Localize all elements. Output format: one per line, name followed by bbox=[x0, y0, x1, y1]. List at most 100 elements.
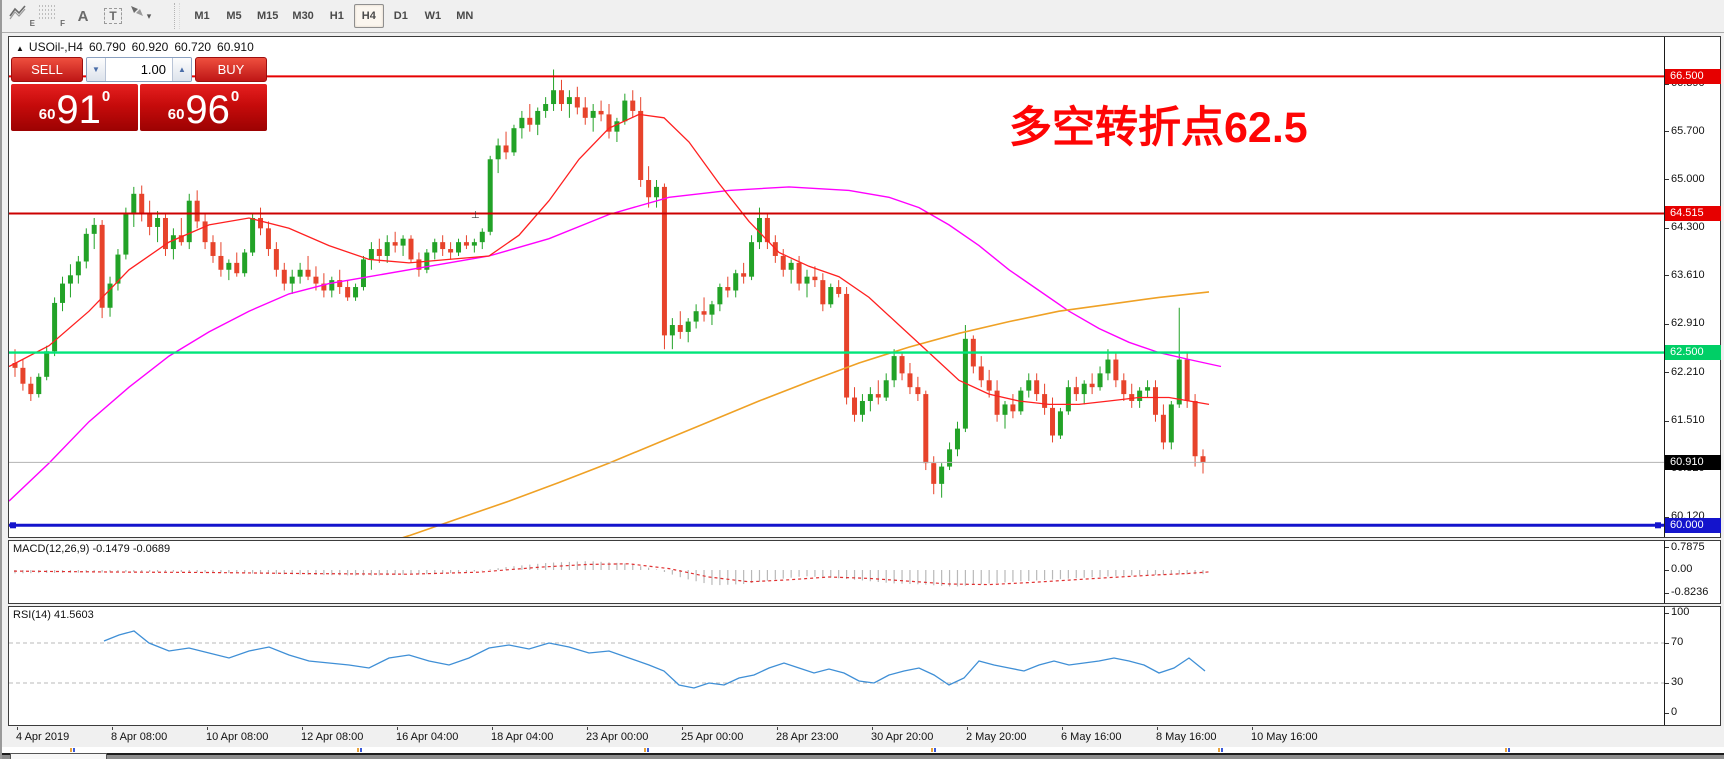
price-badge-60.910: 60.910 bbox=[1665, 454, 1721, 470]
price-axis-label: 62.910 bbox=[1671, 317, 1705, 330]
price-axis-label: 65.700 bbox=[1671, 124, 1705, 137]
timeframe-button-m5[interactable]: M5 bbox=[226, 10, 242, 22]
tab-strip-line bbox=[2, 753, 1724, 755]
rsi-indicator-panel: RSI(14) 41.5603 100 70 30 0 bbox=[8, 606, 1721, 726]
sell-price-major: 60 bbox=[38, 106, 56, 123]
buy-price-big-digits: 96 bbox=[185, 88, 230, 133]
volume-spinner: ▼ 1.00 ▲ bbox=[86, 57, 192, 82]
time-axis-tick bbox=[587, 727, 588, 730]
timeframe-button-m1[interactable]: M1 bbox=[194, 10, 210, 22]
sell-price-big-digits: 91 bbox=[56, 88, 101, 133]
session-mark bbox=[1505, 748, 1510, 752]
volume-input[interactable]: 1.00 bbox=[140, 62, 166, 77]
cursor-mode-icon[interactable]: ▾ bbox=[128, 3, 168, 29]
grid-icon[interactable]: F bbox=[38, 3, 68, 29]
collapse-panel-icon[interactable]: ▲ bbox=[16, 44, 24, 53]
macd-label: MACD(12,26,9) -0.1479 -0.0689 bbox=[13, 543, 171, 555]
macd-plot[interactable]: MACD(12,26,9) -0.1479 -0.0689 bbox=[9, 541, 1664, 603]
time-axis-tick bbox=[207, 727, 208, 730]
sell-price-tile[interactable]: 60 91 0 bbox=[11, 84, 138, 131]
time-axis-tick bbox=[492, 727, 493, 730]
session-mark bbox=[357, 748, 362, 752]
timeframe-button-d1[interactable]: D1 bbox=[393, 10, 408, 22]
rsi-label: RSI(14) 41.5603 bbox=[13, 609, 94, 621]
price-axis-tick bbox=[1665, 323, 1669, 325]
symbol-name: USOil-,H4 bbox=[28, 40, 83, 54]
rsi-axis-label: 30 bbox=[1671, 676, 1684, 688]
macd-axis-tick bbox=[1665, 592, 1669, 594]
ma-orange bbox=[402, 291, 1210, 537]
macd-chart bbox=[13, 561, 1210, 587]
ma-red bbox=[9, 113, 1210, 406]
rsi-axis-label: 70 bbox=[1671, 636, 1684, 648]
active-chart-tab[interactable] bbox=[10, 753, 107, 759]
volume-decrease-button[interactable]: ▼ bbox=[87, 58, 106, 81]
volume-increase-button[interactable]: ▲ bbox=[172, 58, 191, 81]
time-axis-label: 8 Apr 08:00 bbox=[111, 731, 168, 743]
timeframe-button-h4[interactable]: H4 bbox=[353, 4, 384, 28]
macd-axis-label: 0.7875 bbox=[1671, 540, 1705, 553]
one-click-trading-panel: SELL ▼ 1.00 ▲ BUY 60 91 0 60 bbox=[11, 57, 267, 131]
time-axis[interactable]: 4 Apr 2019 8 Apr 08:00 10 Apr 08:00 12 Apr … bbox=[8, 727, 1721, 746]
price-axis-tick bbox=[1665, 227, 1669, 229]
price-axis-tick bbox=[1665, 372, 1669, 374]
time-axis-tick bbox=[17, 727, 18, 730]
symbol-bar: ▲ USOil-,H4 60.790 60.920 60.720 60.910 bbox=[16, 40, 260, 54]
rsi-plot[interactable]: RSI(14) 41.5603 bbox=[9, 607, 1664, 725]
label-a-icon[interactable]: A bbox=[77, 7, 89, 25]
price-chart-plot[interactable]: ⊥ ▲ USOil-,H4 60.790 60.920 60.720 60.910 SEL… bbox=[9, 37, 1664, 537]
rsi-axis-tick bbox=[1665, 642, 1669, 644]
time-axis-label: 16 Apr 04:00 bbox=[396, 731, 459, 743]
timeframe-button-m15[interactable]: M15 bbox=[257, 10, 279, 22]
time-axis-label: 18 Apr 04:00 bbox=[491, 731, 554, 743]
ohlc-high: 60.920 bbox=[131, 40, 169, 54]
price-axis-label: 64.300 bbox=[1671, 221, 1705, 234]
candlestick-chart: ⊥ bbox=[9, 69, 1664, 537]
macd-axis-tick bbox=[1665, 569, 1669, 571]
time-axis-tick bbox=[302, 727, 303, 730]
time-axis-tick bbox=[397, 727, 398, 730]
session-mark bbox=[1218, 748, 1223, 752]
timeframe-button-w1[interactable]: W1 bbox=[424, 10, 442, 22]
time-axis-tick bbox=[1062, 727, 1063, 730]
rsi-axis[interactable]: 100 70 30 0 bbox=[1664, 606, 1720, 725]
macd-indicator-panel: MACD(12,26,9) -0.1479 -0.0689 0.7875 0.00… bbox=[8, 540, 1721, 604]
price-axis-tick bbox=[1665, 420, 1669, 422]
candlestick-series bbox=[12, 69, 1206, 498]
ohlc-open: 60.790 bbox=[88, 40, 126, 54]
macd-axis[interactable]: 0.7875 0.00 -0.8236 bbox=[1664, 541, 1720, 603]
sell-button[interactable]: SELL bbox=[11, 57, 83, 82]
time-axis-label: 12 Apr 08:00 bbox=[301, 731, 364, 743]
timeframe-button-h1[interactable]: H1 bbox=[329, 10, 344, 22]
buy-price-major: 60 bbox=[167, 106, 185, 123]
cursor-arrows-glyph bbox=[131, 6, 143, 16]
time-axis-label: 6 May 16:00 bbox=[1061, 731, 1122, 743]
rsi-chart bbox=[9, 630, 1664, 689]
price-axis-label: 62.210 bbox=[1671, 365, 1705, 378]
buy-price-tile[interactable]: 60 96 0 bbox=[140, 84, 267, 131]
price-axis-tick bbox=[1665, 516, 1669, 518]
time-axis-tick bbox=[1252, 727, 1253, 730]
rsi-axis-tick bbox=[1665, 712, 1669, 714]
bottom-tab-strip bbox=[2, 747, 1724, 759]
time-axis-tick bbox=[1157, 727, 1158, 730]
toolbar-separator bbox=[174, 3, 180, 29]
tab-strip-underlay bbox=[2, 755, 1724, 759]
indicators-icon[interactable]: E bbox=[8, 3, 38, 29]
chart-object-marker: ⊥ bbox=[471, 210, 480, 221]
time-axis-tick bbox=[872, 727, 873, 730]
text-box-icon[interactable]: T bbox=[98, 3, 128, 29]
price-axis[interactable]: 66.39065.70065.00064.30063.61062.91062.2… bbox=[1664, 37, 1721, 537]
timeframe-button-mn[interactable]: MN bbox=[456, 10, 474, 22]
indicators-icon-glyph bbox=[9, 5, 26, 20]
time-axis-label: 2 May 20:00 bbox=[966, 731, 1027, 743]
time-axis-label: 23 Apr 00:00 bbox=[586, 731, 649, 743]
buy-button[interactable]: BUY bbox=[195, 57, 267, 82]
time-axis-tick bbox=[682, 727, 683, 730]
time-axis-label: 28 Apr 23:00 bbox=[776, 731, 839, 743]
timeframe-button-m30[interactable]: M30 bbox=[292, 10, 314, 22]
session-mark bbox=[931, 748, 936, 752]
rsi-axis-label: 0 bbox=[1671, 706, 1678, 718]
price-badge-62.500: 62.500 bbox=[1665, 345, 1721, 361]
macd-histogram bbox=[14, 561, 1204, 587]
